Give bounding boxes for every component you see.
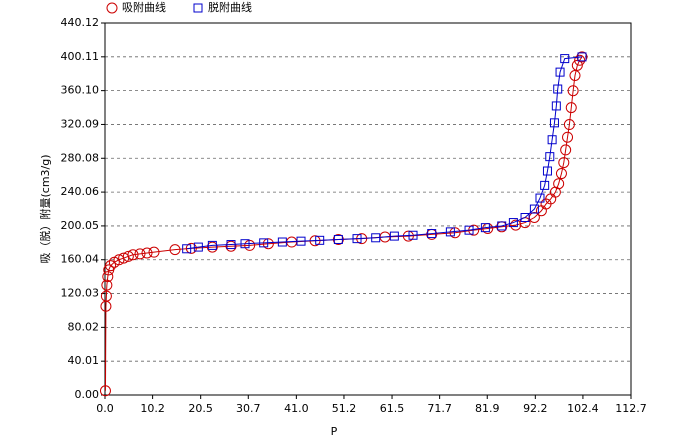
marker [100,290,112,302]
marker [185,242,197,254]
y-tick-label: 80.02 [68,320,100,333]
marker [497,221,507,231]
x-tick-label: 41.0 [284,402,309,415]
marker [102,271,114,283]
marker [352,234,362,244]
marker [553,84,563,94]
y-axis-label: 吸（脱）附量(cm3/g) [38,154,52,263]
marker [240,239,250,249]
marker [574,54,586,66]
x-tick-label: 0.0 [96,402,114,415]
marker [277,237,287,247]
marker [259,238,269,248]
marker [182,244,192,254]
marker [371,233,381,243]
marker [262,238,274,250]
marker [569,70,581,82]
x-tick-label: 81.9 [475,402,500,415]
marker [520,213,530,223]
marker [169,244,181,256]
marker [577,52,587,62]
marker [333,234,343,244]
y-tick-label: 440.12 [61,16,100,29]
y-tick-label: 280.08 [61,151,100,164]
marker [567,85,579,97]
legend-marker [106,2,118,14]
marker [560,54,570,64]
marker [148,246,160,258]
marker [134,248,146,260]
marker [542,166,552,176]
marker [315,235,325,245]
marker [101,279,113,291]
plot-frame [104,22,632,396]
legend-label: 吸附曲线 [122,0,166,14]
marker [464,225,474,235]
marker [535,193,545,203]
marker [296,236,306,246]
marker [244,239,256,251]
x-tick-label: 71.7 [427,402,452,415]
marker [549,118,559,128]
marker [553,178,565,190]
legend-marker [193,3,203,13]
marker [540,180,550,190]
x-tick-label: 92.2 [523,402,548,415]
marker [558,157,570,169]
series-line [186,56,583,250]
y-tick-label: 120.03 [61,287,100,300]
y-tick-label: 240.06 [61,185,100,198]
marker [207,240,217,250]
marker [560,144,572,156]
x-tick-label: 61.5 [380,402,405,415]
legend-label: 脱附曲线 [208,0,252,14]
marker [545,152,555,162]
marker [563,119,575,131]
marker [555,168,567,180]
marker [105,260,117,272]
marker [141,247,153,259]
marker [389,231,399,241]
marker [226,240,236,250]
marker [547,135,557,145]
y-tick-label: 40.01 [68,354,100,367]
marker [551,101,561,111]
marker [571,59,583,71]
marker [99,385,111,397]
marker [193,242,203,252]
x-tick-label: 102.4 [567,402,599,415]
marker [427,229,437,239]
marker [122,250,134,262]
marker [408,230,418,240]
marker [445,227,455,237]
y-tick-label: 160.04 [61,253,100,266]
x-tick-label: 51.2 [332,402,357,415]
x-tick-label: 30.7 [236,402,261,415]
y-tick-label: 200.05 [61,219,100,232]
x-axis-label: P [331,425,338,436]
x-tick-label: 20.5 [188,402,213,415]
marker [127,249,139,261]
x-tick-label: 112.7 [615,402,647,415]
y-tick-label: 0.00 [75,388,100,401]
x-tick-label: 10.2 [140,402,165,415]
marker [508,218,518,228]
marker [225,240,237,252]
marker [565,102,577,114]
marker [529,204,539,214]
marker [449,227,461,239]
y-tick-label: 360.10 [61,84,100,97]
marker [555,67,565,77]
y-tick-label: 400.11 [61,50,100,63]
marker [480,223,490,233]
marker [562,131,574,143]
marker [206,241,218,253]
y-tick-label: 320.09 [61,117,100,130]
